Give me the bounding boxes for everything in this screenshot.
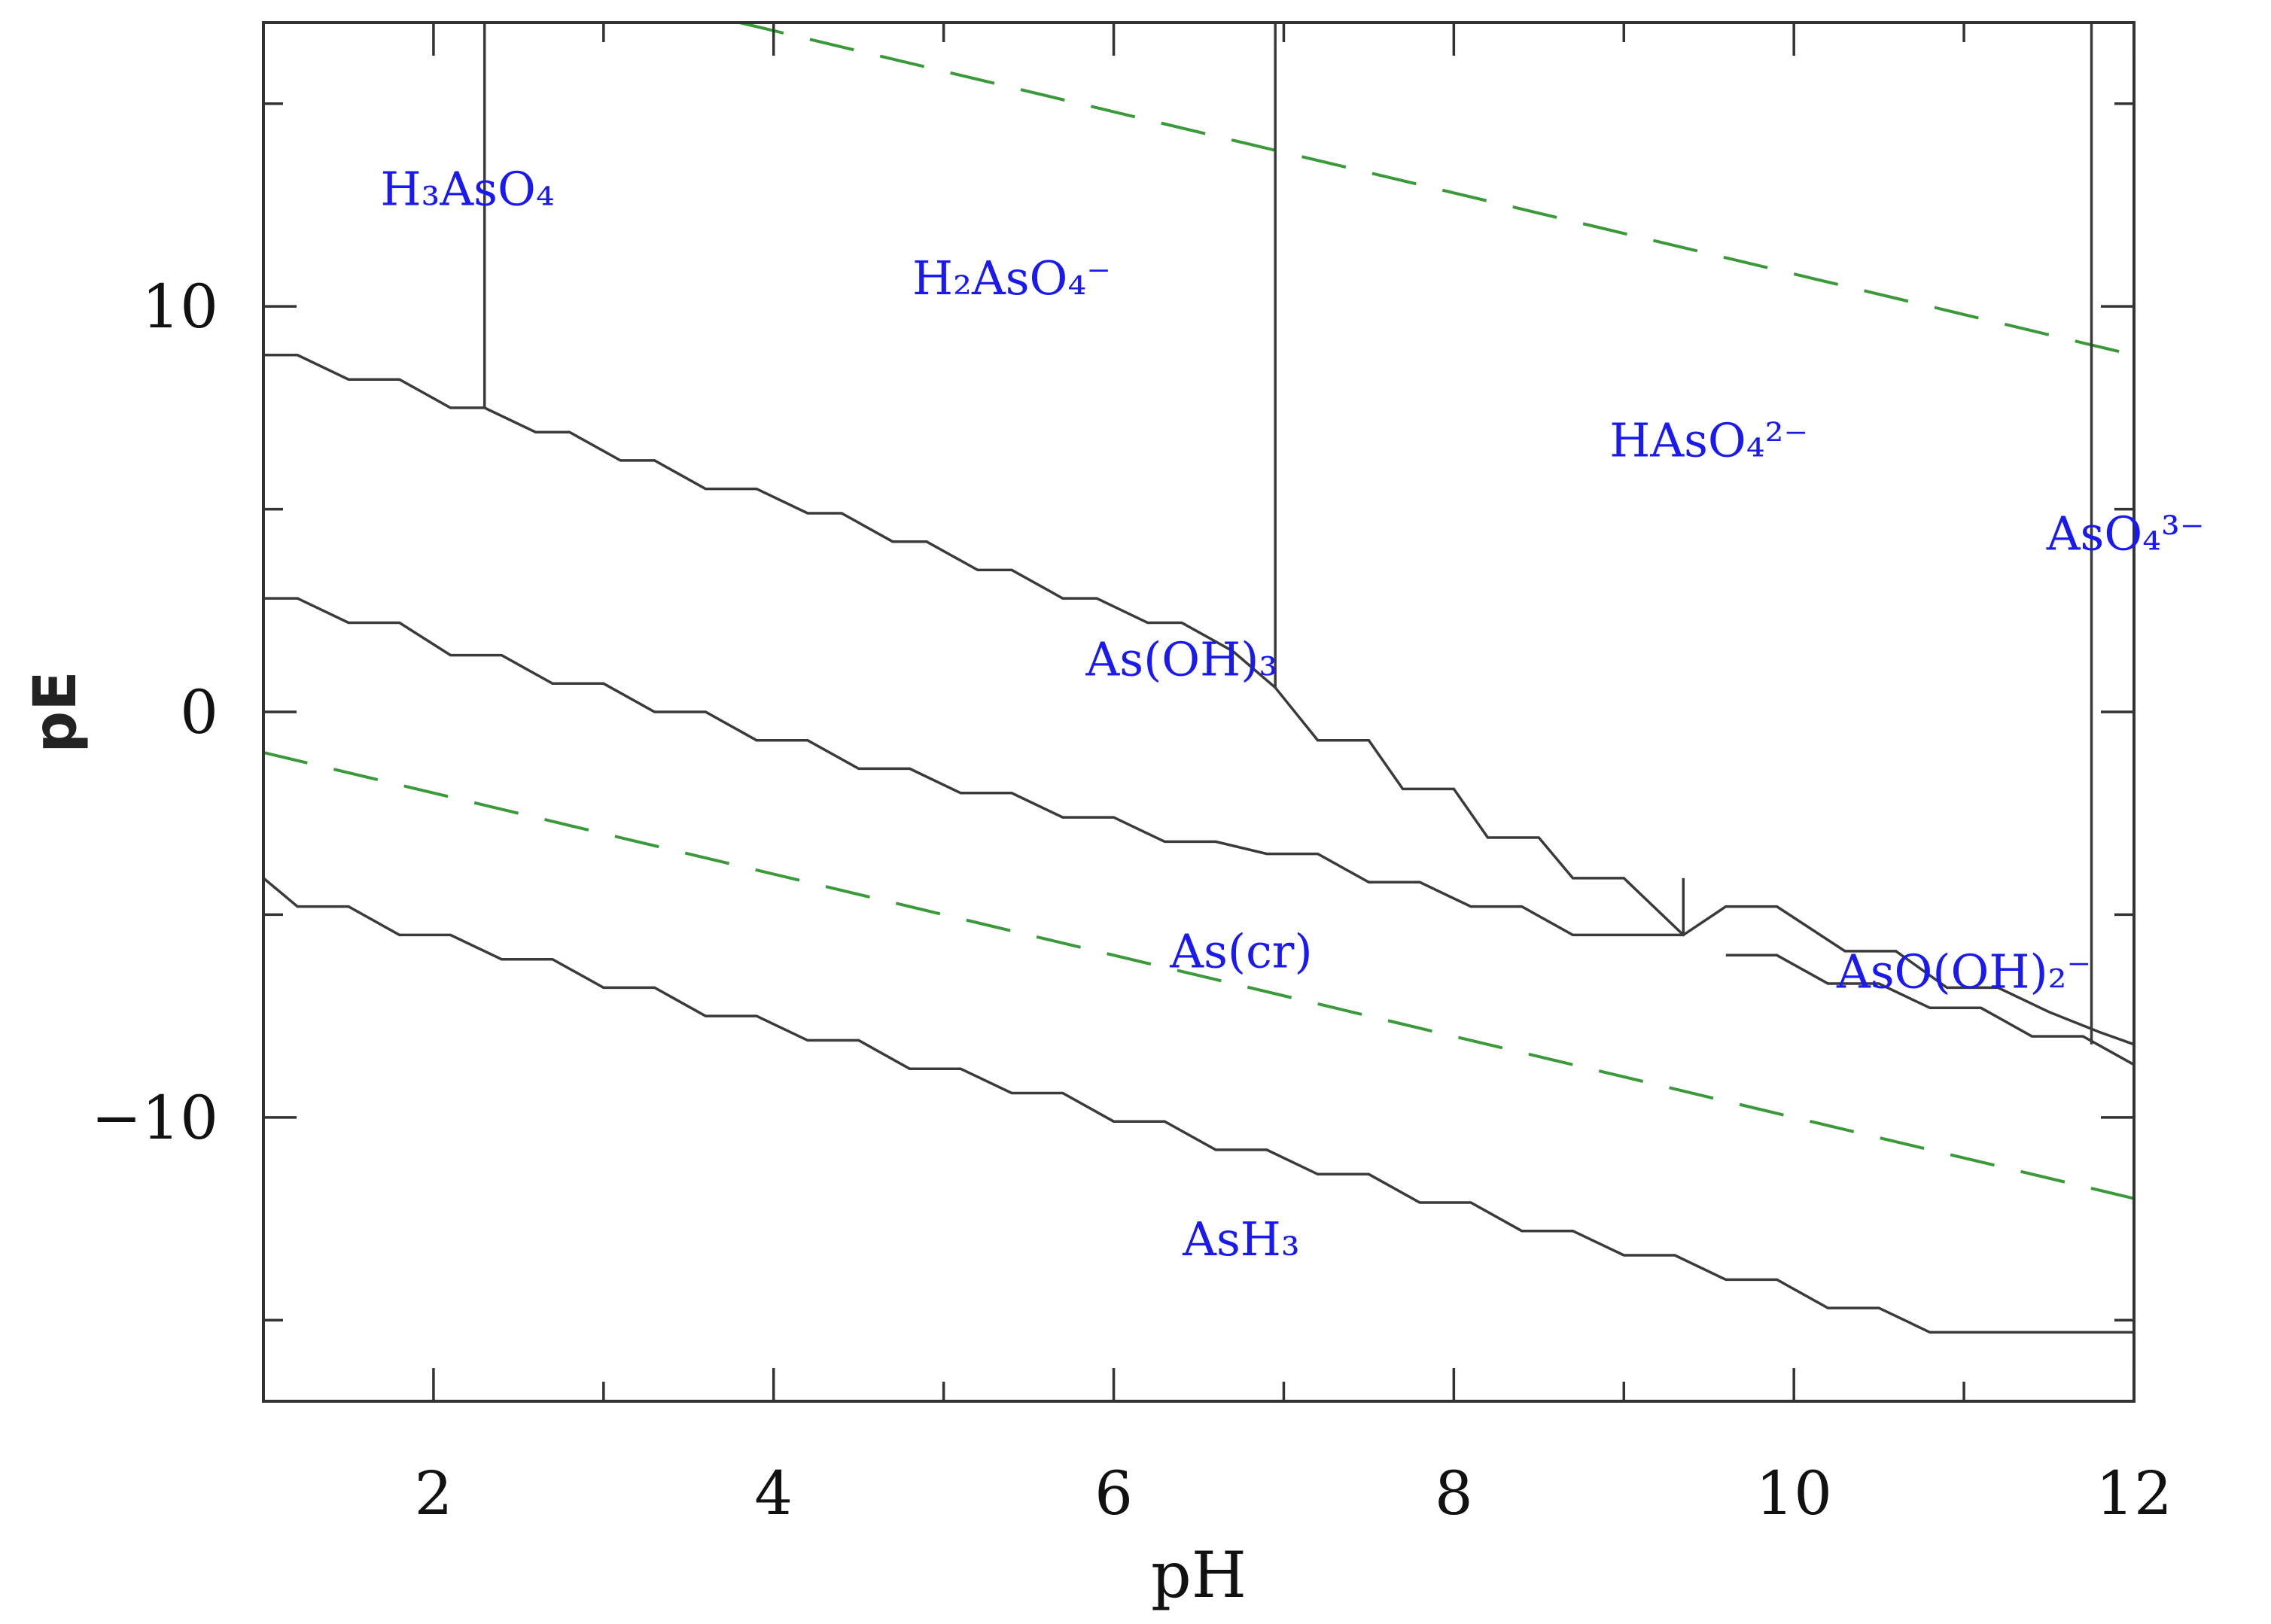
region-label: As(cr) bbox=[1169, 923, 1312, 978]
y-tick-labels: −10 0 10 bbox=[91, 272, 218, 1153]
water-limit-line-2 bbox=[263, 750, 2135, 1200]
boundary-line-7 bbox=[263, 597, 1684, 937]
region-label: H₂AsO₄⁻ bbox=[912, 251, 1111, 306]
axis-ticks bbox=[262, 23, 2136, 1401]
x-tick-label: 6 bbox=[1094, 1458, 1133, 1528]
boundary-line-9 bbox=[262, 877, 2134, 1334]
x-tick-label: 2 bbox=[414, 1458, 452, 1528]
x-tick-labels: 2 4 6 8 10 12 bbox=[414, 1458, 2172, 1528]
boundary-line-8 bbox=[1725, 953, 2135, 1066]
phase-boundaries bbox=[262, 23, 2135, 1334]
x-tick-label: 4 bbox=[754, 1458, 793, 1528]
region-label: H₃AsO₄ bbox=[380, 161, 554, 216]
y-axis-title: pE bbox=[22, 671, 90, 753]
region-label: As(OH)₃ bbox=[1085, 632, 1278, 687]
region-label: AsO(OH)₂⁻ bbox=[1836, 944, 2091, 999]
x-tick-label: 8 bbox=[1435, 1458, 1473, 1528]
boundary-line-5 bbox=[263, 354, 1277, 689]
x-axis-title: pH bbox=[1151, 1538, 1247, 1612]
water-stability-lines bbox=[263, 21, 2135, 1200]
region-label: HAsO₄²⁻ bbox=[1609, 413, 1808, 468]
plot-area-frame bbox=[262, 21, 2136, 1403]
x-tick-label: 10 bbox=[1755, 1458, 1832, 1528]
y-tick-label: 10 bbox=[142, 272, 218, 342]
x-tick-label: 12 bbox=[2096, 1458, 2172, 1528]
y-tick-label: −10 bbox=[91, 1083, 218, 1153]
region-label: AsH₃ bbox=[1182, 1212, 1300, 1267]
region-labels: H₃AsO₄ H₂AsO₄⁻ HAsO₄²⁻ AsO₄³⁻ As(OH)₃ As(cr) A… bbox=[380, 161, 2204, 1267]
y-tick-label: 0 bbox=[180, 677, 218, 747]
water-limit-line-1 bbox=[739, 21, 2135, 357]
region-label: AsO₄³⁻ bbox=[2046, 506, 2205, 561]
